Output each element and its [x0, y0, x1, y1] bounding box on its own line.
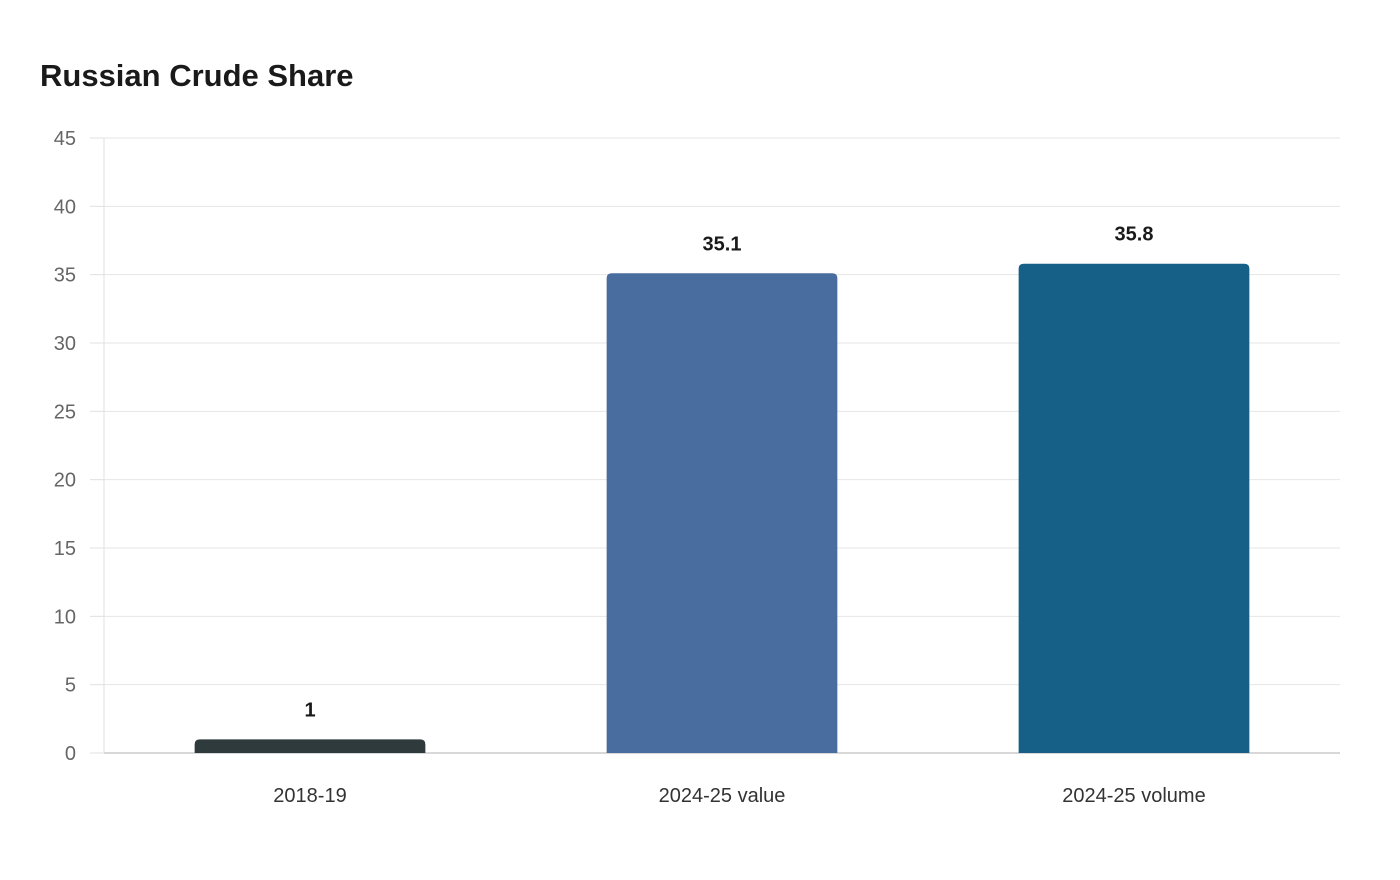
y-tick-label-0: 0 — [65, 743, 76, 765]
y-tick-label-30: 30 — [54, 333, 76, 355]
y-tick-label-25: 25 — [54, 401, 76, 423]
x-tick-label-2018-19: 2018-19 — [273, 785, 346, 807]
x-tick-label-2024-25-value: 2024-25 value — [659, 785, 786, 807]
y-tick-label-40: 40 — [54, 196, 76, 218]
bars — [194, 263, 1250, 753]
data-label-2024-25-value: 35.1 — [703, 233, 742, 255]
labels: 1 2018-19 35.1 2024-25 value 35.8 2024-25 vol… — [273, 224, 1205, 807]
chart-title: Russian Crude Share — [40, 58, 354, 93]
y-tick-label-45: 45 — [54, 128, 76, 150]
y-tick-label-35: 35 — [54, 265, 76, 287]
y-tick-label-20: 20 — [54, 470, 76, 492]
data-label-2018-19: 1 — [304, 699, 315, 721]
data-label-2024-25-volume: 35.8 — [1115, 224, 1154, 246]
x-tick-label-2024-25-volume: 2024-25 volume — [1062, 785, 1205, 807]
bar-2018-19[interactable] — [194, 739, 426, 753]
y-tick-label-15: 15 — [54, 538, 76, 560]
bar-2024-25-volume[interactable] — [1018, 263, 1250, 753]
bar-2024-25-value[interactable] — [606, 273, 838, 753]
y-tick-label-10: 10 — [54, 606, 76, 628]
y-tick-label-5: 5 — [65, 675, 76, 697]
